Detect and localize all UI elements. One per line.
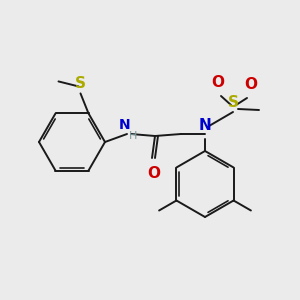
Text: O: O (212, 75, 224, 90)
Text: N: N (119, 118, 131, 132)
Text: O: O (147, 166, 160, 181)
Text: H: H (129, 131, 137, 141)
Text: N: N (199, 118, 212, 133)
Text: S: S (227, 95, 239, 110)
Text: O: O (244, 77, 257, 92)
Text: S: S (75, 76, 86, 92)
